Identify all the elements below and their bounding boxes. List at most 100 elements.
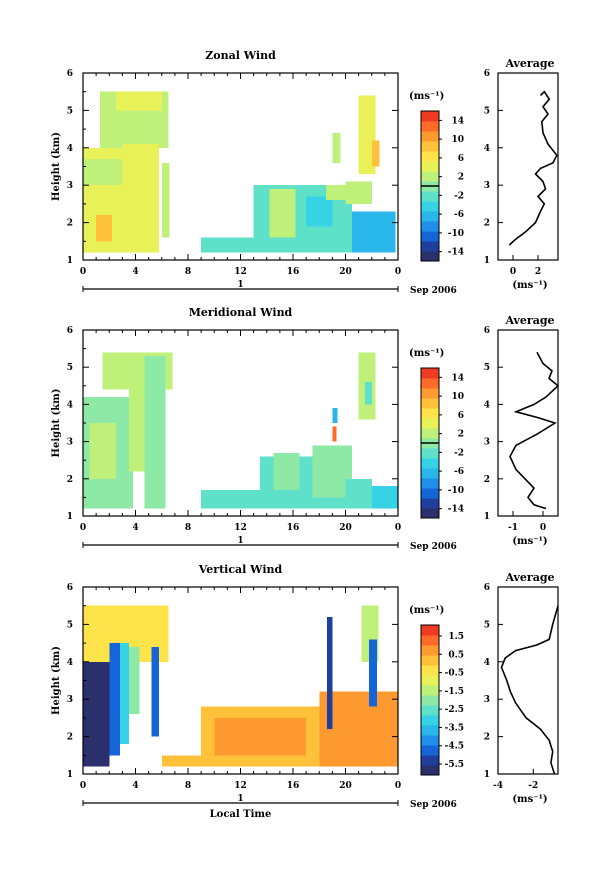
- heatmap-cells: [83, 605, 398, 767]
- average-y-tick-label: 1: [484, 770, 490, 780]
- colorbar-swatch: [421, 428, 439, 439]
- colorbar-label: 14: [451, 373, 464, 383]
- colorbar-label: -3.5: [445, 723, 464, 733]
- heatmap-cell-12: [352, 211, 396, 253]
- y-tick-label: 4: [67, 144, 73, 154]
- x-tick-label: 0: [80, 781, 86, 791]
- x-tick-label: 16: [287, 781, 300, 791]
- heatmap-cell-10: [327, 616, 333, 730]
- heatmap-cell-14: [358, 95, 376, 174]
- colorbar-label: -2.5: [445, 705, 464, 715]
- heatmap-cell-3: [128, 352, 146, 472]
- colorbar-label: 2: [458, 173, 464, 183]
- heatmap-cell-12: [369, 639, 377, 707]
- colorbar-swatch: [421, 468, 439, 479]
- date-label: Sep 2006: [410, 542, 457, 552]
- colorbar-swatch: [421, 418, 439, 429]
- x-axis-label: Local Time: [210, 809, 272, 820]
- average-y-tick-label: 6: [484, 326, 490, 336]
- heatmap-cell-12: [332, 426, 337, 442]
- colorbar-swatch: [421, 151, 439, 162]
- colorbar-label: -2: [454, 448, 464, 458]
- y-tick-label: 3: [67, 695, 73, 705]
- colorbar-label: -6: [454, 210, 464, 220]
- colorbar-label: -6: [454, 467, 464, 477]
- average-y-tick-label: 1: [484, 512, 490, 522]
- colorbar-label: -10: [448, 229, 464, 239]
- average-frame: [497, 586, 559, 775]
- colorbar-swatch: [421, 201, 439, 212]
- x-tick-label: 4: [132, 781, 138, 791]
- colorbar-label: -1.5: [445, 687, 464, 697]
- average-frame: [497, 329, 559, 517]
- date-tick-label: 1: [237, 794, 243, 804]
- colorbar-swatch: [421, 241, 439, 252]
- colorbar-label: 0.5: [448, 650, 464, 660]
- colorbar-swatch: [421, 221, 439, 232]
- average-y-tick-label: 4: [484, 658, 490, 668]
- y-tick-label: 1: [67, 770, 73, 780]
- colorbar-label: -5.5: [445, 760, 464, 770]
- colorbar-swatch: [421, 478, 439, 489]
- heatmap-cell-6: [161, 755, 202, 767]
- colorbar-swatch: [421, 645, 439, 656]
- colorbar-swatch: [421, 508, 439, 519]
- y-tick-label: 1: [67, 512, 73, 522]
- colorbar-label: -2: [454, 191, 464, 201]
- colorbar-swatch: [421, 755, 439, 766]
- colorbar-label: -14: [448, 505, 464, 515]
- date-label: Sep 2006: [410, 800, 457, 810]
- x-tick-label: 12: [234, 267, 247, 277]
- average-y-tick-label: 6: [484, 583, 490, 593]
- y-tick-label: 1: [67, 256, 73, 266]
- colorbar-swatch: [421, 625, 439, 636]
- colorbar-label: 6: [458, 154, 464, 164]
- average-title: Average: [504, 57, 554, 70]
- x-tick-label: 20: [339, 267, 352, 277]
- average-y-tick-label: 2: [484, 219, 490, 229]
- heatmap-cell-4: [115, 91, 162, 111]
- panel-title: Zonal Wind: [205, 49, 276, 62]
- colorbar-swatch: [421, 171, 439, 182]
- average-x-tick-label: 2: [535, 267, 541, 277]
- average-y-tick-label: 2: [484, 733, 490, 743]
- heatmap-cell-14: [365, 382, 372, 405]
- colorbar-unit: (ms⁻¹): [409, 91, 444, 102]
- y-tick-label: 3: [67, 181, 73, 191]
- heatmap-cells: [83, 91, 396, 253]
- colorbar-unit: (ms⁻¹): [409, 348, 444, 359]
- y-tick-label: 4: [67, 400, 73, 410]
- average-x-label: (ms⁻¹): [512, 536, 547, 547]
- colorbar-swatch: [421, 695, 439, 706]
- x-tick-label: 0: [80, 267, 86, 277]
- average-y-tick-label: 2: [484, 475, 490, 485]
- average-x-tick-label: -1: [508, 523, 518, 533]
- heatmap-cell-0: [83, 661, 110, 767]
- average-profile-line: [500, 605, 559, 775]
- colorbar-label: -4.5: [445, 742, 464, 752]
- y-axis-label: Height (km): [51, 132, 62, 201]
- heatmap-cell-6: [161, 162, 170, 238]
- heatmap-cell-16: [332, 132, 341, 163]
- heatmap-cell-10: [306, 196, 333, 227]
- x-tick-label: 16: [287, 523, 300, 533]
- heatmap-cell-1: [89, 423, 116, 479]
- y-tick-label: 5: [67, 363, 73, 373]
- heatmap-cell-1: [83, 159, 125, 186]
- colorbar-label: 1.5: [448, 632, 464, 642]
- x-tick-label: 8: [185, 781, 191, 791]
- heatmap-cell-13: [345, 181, 372, 204]
- colorbar-swatch: [421, 448, 439, 459]
- average-profile-line: [508, 90, 558, 246]
- heatmap-cell-13: [352, 714, 398, 767]
- heatmap-cell-5: [201, 489, 267, 509]
- average-y-tick-label: 4: [484, 400, 490, 410]
- heatmap-cell-4: [144, 356, 166, 509]
- colorbar-swatch: [421, 675, 439, 686]
- y-axis-label: Height (km): [51, 389, 62, 458]
- colorbar-swatch: [421, 665, 439, 676]
- colorbar-swatch: [421, 131, 439, 142]
- colorbar-label: 10: [451, 392, 464, 402]
